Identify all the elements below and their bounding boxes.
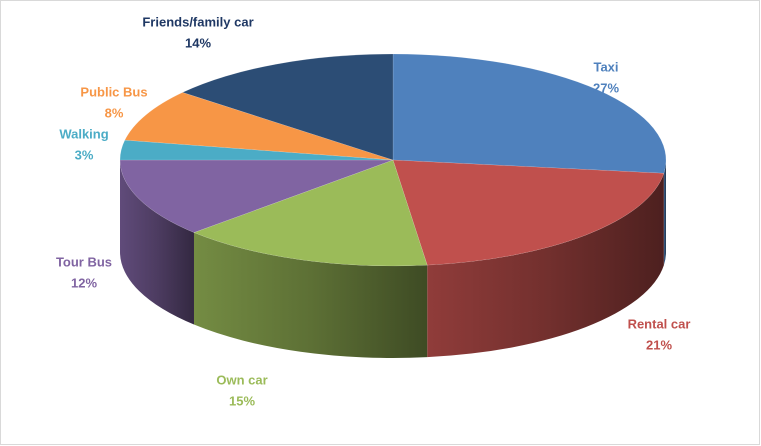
value-label: 27%: [593, 80, 619, 95]
slice: [119, 139, 394, 161]
slice-side: [120, 160, 194, 325]
value-label: 15%: [229, 393, 255, 408]
slice: [181, 53, 394, 161]
value-label: 14%: [185, 35, 211, 50]
slice: [124, 92, 394, 161]
category-label: Rental car: [628, 316, 691, 331]
value-label: 8%: [105, 105, 124, 120]
value-label: 21%: [646, 337, 672, 352]
category-label: Tour Bus: [56, 254, 112, 269]
value-label: 12%: [71, 275, 97, 290]
category-label: Walking: [59, 126, 108, 141]
slice: [392, 53, 667, 174]
slice: [193, 159, 428, 267]
value-label: 3%: [75, 147, 94, 162]
category-label: Own car: [216, 372, 267, 387]
slice-side: [427, 173, 664, 358]
category-label: Friends/family car: [142, 14, 253, 29]
slice-side: [663, 160, 666, 266]
slice: [392, 159, 665, 266]
category-label: Public Bus: [80, 84, 147, 99]
slice: [119, 159, 394, 233]
slice-side: [193, 232, 428, 358]
category-label: Taxi: [593, 59, 618, 74]
